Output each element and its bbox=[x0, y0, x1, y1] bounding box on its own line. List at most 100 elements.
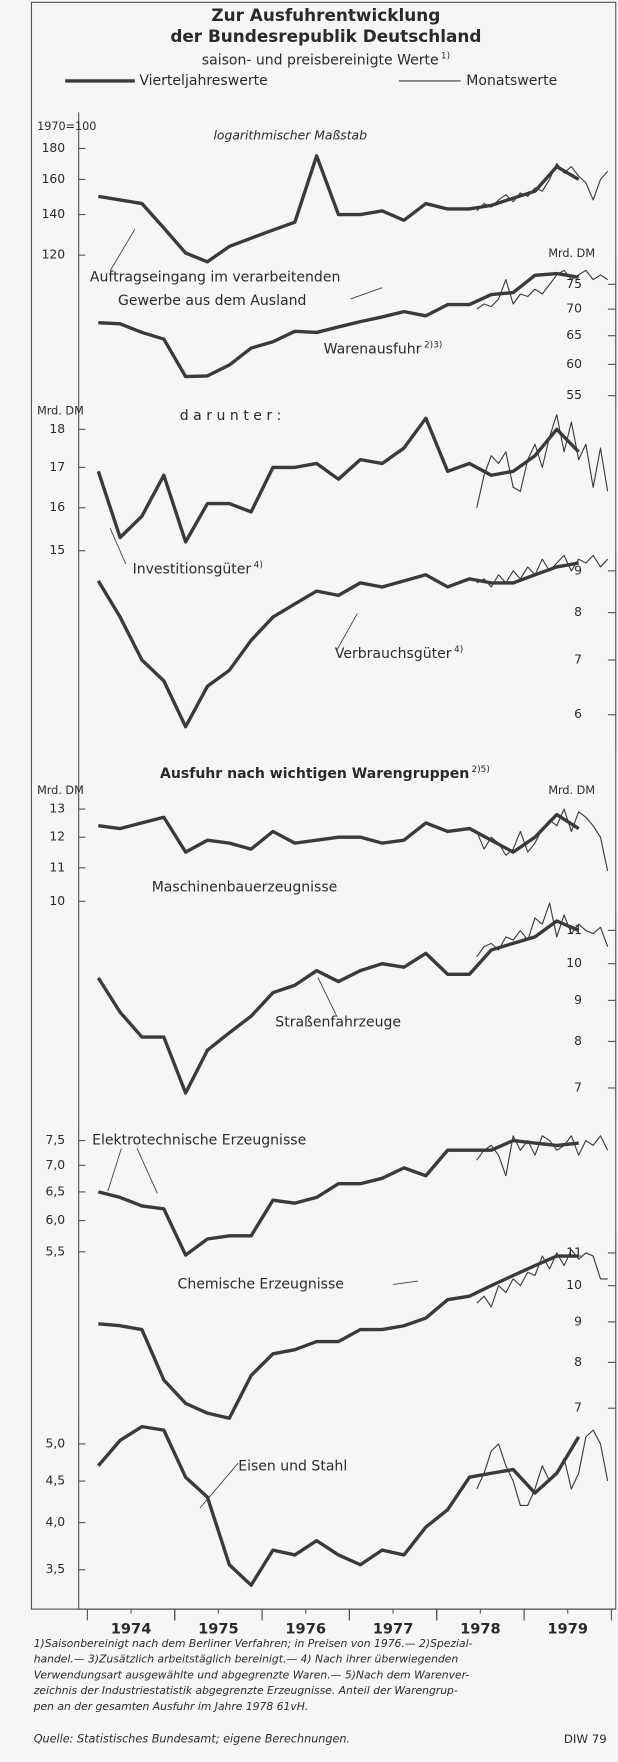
y-tick-label: 120 bbox=[42, 248, 66, 262]
y-tick-label: 8 bbox=[574, 1034, 582, 1048]
monthly-line bbox=[476, 414, 609, 508]
title: der Bundesrepublik Deutschland bbox=[170, 26, 481, 46]
quarterly-line bbox=[96, 416, 580, 544]
y-tick-label: 10 bbox=[566, 956, 582, 970]
series-label: Verbrauchsgüter bbox=[335, 646, 452, 662]
y-tick-label: 7,5 bbox=[46, 1133, 66, 1147]
y-tick-label: 6,5 bbox=[46, 1184, 66, 1198]
leader bbox=[199, 1462, 239, 1509]
y-tick-label: 5,0 bbox=[46, 1436, 66, 1450]
axis-unit: 1970=100 bbox=[37, 120, 96, 133]
y-tick-label: 17 bbox=[49, 460, 65, 474]
series-label: Straßenfahrzeuge bbox=[275, 1015, 401, 1031]
quarterly-line bbox=[97, 1138, 579, 1257]
axis-unit: Mrd. DM bbox=[548, 247, 595, 260]
subtitle: saison- und preisbereinigte Werte bbox=[202, 53, 439, 69]
scale-note: logarithmischer Maßstab bbox=[213, 129, 367, 143]
footnote-mark: 4) bbox=[254, 561, 263, 571]
series-label: Warenausfuhr bbox=[324, 342, 422, 358]
y-tick-label: 18 bbox=[49, 422, 65, 436]
y-tick-label: 8 bbox=[574, 605, 582, 619]
quarterly-line bbox=[98, 1254, 579, 1420]
x-tick-label: 1979 bbox=[547, 1620, 588, 1637]
annotation: darunter: bbox=[180, 408, 286, 424]
series-label: Eisen und Stahl bbox=[238, 1458, 347, 1474]
footnote-mark: 2)5) bbox=[471, 765, 489, 775]
leader-lines bbox=[107, 229, 419, 1509]
y-tick-label: 140 bbox=[42, 207, 66, 221]
y-tick-label: 60 bbox=[566, 357, 582, 371]
frame bbox=[30, 1, 617, 1610]
leader bbox=[350, 287, 383, 300]
monthly-line bbox=[476, 554, 609, 588]
y-tick-label: 7 bbox=[574, 653, 582, 667]
x-tick-label: 1974 bbox=[111, 1620, 152, 1637]
footnote: handel.— 3)Zusätzlich arbeitstäglich ber… bbox=[34, 1653, 459, 1666]
y-tick-label: 5,5 bbox=[46, 1244, 66, 1258]
x-tick-label: 1975 bbox=[198, 1620, 239, 1637]
quarterly-line bbox=[98, 812, 580, 854]
footnote: pen an der gesamten Ausfuhr im Jahre 197… bbox=[33, 1700, 309, 1713]
y-tick-label: 10 bbox=[49, 894, 65, 908]
footnote: 1)Saisonbereinigt nach dem Berliner Verf… bbox=[34, 1637, 473, 1650]
y-tick-label: 13 bbox=[49, 802, 65, 816]
monthly-line bbox=[476, 1249, 608, 1308]
title: Zur Ausfuhrentwicklung bbox=[211, 5, 440, 25]
leader bbox=[109, 527, 127, 565]
credit: DIW 79 bbox=[564, 1732, 607, 1746]
x-tick-label: 1977 bbox=[373, 1620, 414, 1637]
y-tick-label: 55 bbox=[566, 388, 582, 402]
y-tick-label: 7,0 bbox=[46, 1158, 66, 1172]
series-label: Gewerbe aus dem Ausland bbox=[118, 293, 306, 309]
y-tick-label: 70 bbox=[566, 302, 582, 316]
legend-label: Vierteljahreswerte bbox=[139, 73, 267, 89]
quarterly-line bbox=[96, 919, 580, 1095]
y-tick-label: 12 bbox=[49, 830, 65, 844]
monthly-line bbox=[476, 902, 609, 958]
leader bbox=[336, 613, 358, 650]
legend-label: Monatswerte bbox=[466, 73, 557, 89]
y-tick-label: 4,5 bbox=[46, 1474, 66, 1488]
y-tick-label: 11 bbox=[49, 860, 65, 874]
y-tick-label: 65 bbox=[566, 328, 582, 342]
y-tick-label: 15 bbox=[49, 543, 65, 557]
y-tick-label: 6 bbox=[574, 707, 582, 721]
footnote: zeichnis der Industriestatistik abgegren… bbox=[33, 1684, 458, 1697]
section-title: Ausfuhr nach wichtigen Warengruppen bbox=[160, 766, 469, 782]
axis-unit: Mrd. DM bbox=[37, 404, 84, 417]
y-tick-label: 4,0 bbox=[46, 1515, 66, 1529]
footnote-mark: 2)3) bbox=[424, 340, 442, 350]
quarterly-line bbox=[96, 561, 579, 729]
series-label: Chemische Erzeugnisse bbox=[178, 1276, 344, 1292]
leader bbox=[393, 1280, 419, 1285]
quarterly-line bbox=[98, 154, 580, 264]
x-tick-label: 1976 bbox=[285, 1620, 326, 1637]
series-label: Maschinenbauerzeugnisse bbox=[152, 880, 338, 896]
axis-unit: Mrd. DM bbox=[37, 784, 84, 797]
series-label: Auftragseingang im verarbeitenden bbox=[90, 270, 340, 286]
monthly-line bbox=[476, 808, 609, 872]
y-tick-label: 9 bbox=[574, 1314, 582, 1328]
y-tick-label: 9 bbox=[574, 563, 582, 577]
leader bbox=[109, 229, 136, 272]
y-tick-label: 75 bbox=[566, 277, 582, 291]
series-label: Investitionsgüter bbox=[133, 562, 252, 578]
y-tick-label: 7 bbox=[574, 1080, 582, 1094]
y-tick-label: 180 bbox=[42, 141, 66, 155]
monthly-line bbox=[476, 162, 609, 212]
y-tick-label: 16 bbox=[49, 500, 65, 514]
quarterly-line bbox=[98, 271, 579, 379]
y-tick-label: 8 bbox=[574, 1355, 582, 1369]
quarterly-line bbox=[97, 1424, 581, 1587]
footnote-mark: 4) bbox=[454, 645, 463, 655]
monthly-line bbox=[476, 1135, 609, 1177]
footnote: Verwendungsart ausgewählte und abgegrenz… bbox=[34, 1668, 470, 1681]
series-label: Elektrotechnische Erzeugnisse bbox=[92, 1133, 306, 1149]
y-tick-label: 9 bbox=[574, 993, 582, 1007]
leader bbox=[107, 1148, 158, 1194]
y-tick-label: 7 bbox=[574, 1401, 582, 1415]
footnote-mark: 1) bbox=[441, 52, 450, 62]
source: Quelle: Statistisches Bundesamt; eigene … bbox=[34, 1732, 350, 1745]
